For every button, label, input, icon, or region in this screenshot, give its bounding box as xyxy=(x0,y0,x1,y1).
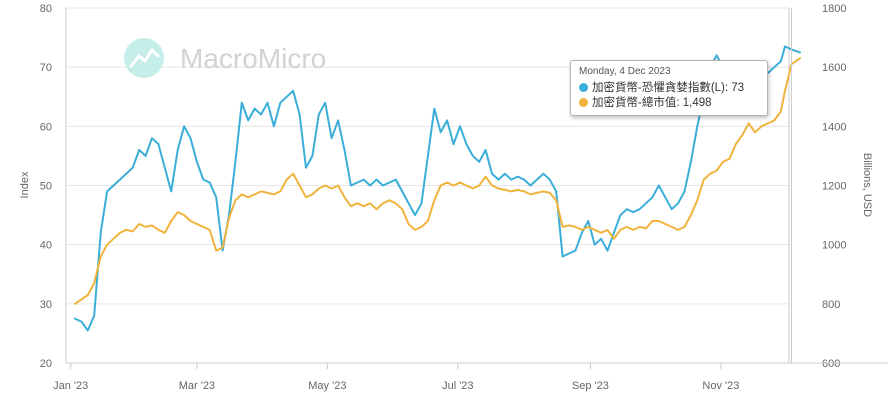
tooltip-date: Monday, 4 Dec 2023 xyxy=(579,66,671,77)
y-right-tick-label: 800 xyxy=(822,299,840,311)
x-tick-label: Nov '23 xyxy=(702,380,739,392)
y-left-tick-label: 30 xyxy=(40,299,52,311)
gridlines xyxy=(66,7,789,364)
x-tick-label: Jul '23 xyxy=(442,380,473,392)
series-color-dot-icon xyxy=(579,83,588,92)
y-left-tick-label: 70 xyxy=(40,62,52,74)
axes: 20 30 40 50 60 70 80 600 800 1000 1200 1400 1600 1800… xyxy=(19,3,888,392)
x-tick-label: Sep '23 xyxy=(572,380,609,392)
watermark: MacroMicro xyxy=(124,38,326,78)
x-tick-label: May '23 xyxy=(308,380,346,392)
series-color-dot-icon xyxy=(579,98,588,107)
series xyxy=(74,45,801,332)
series-line-market-cap xyxy=(74,57,801,305)
y-right-tick-label: 1800 xyxy=(822,3,846,15)
y-left-axis-title: Index xyxy=(19,171,31,198)
tooltip-label: 加密貨幣-總市值: xyxy=(592,97,683,109)
y-right-tick-label: 1600 xyxy=(822,62,846,74)
tooltip: Monday, 4 Dec 2023 加密貨幣-恐懼貪婪指數(L): 73 加密… xyxy=(570,60,768,116)
y-left-tick-label: 60 xyxy=(40,121,52,133)
y-left-tick-label: 80 xyxy=(40,3,52,15)
y-right-tick-label: 1400 xyxy=(822,121,846,133)
x-tick-label: Mar '23 xyxy=(179,380,215,392)
watermark-text: MacroMicro xyxy=(180,43,326,74)
tooltip-label: 加密貨幣-恐懼貪婪指數(L): xyxy=(592,82,732,94)
tooltip-row-market-cap: 加密貨幣-總市值: 1,498 xyxy=(579,96,759,111)
y-right-axis-title: Billions, USD xyxy=(861,153,873,217)
series-line-fear-greed xyxy=(74,45,801,332)
y-right-tick-label: 600 xyxy=(822,358,840,370)
y-left-tick-label: 50 xyxy=(40,181,52,193)
tooltip-row-fear-greed: 加密貨幣-恐懼貪婪指數(L): 73 xyxy=(579,81,759,96)
macromicro-logo-icon xyxy=(124,38,164,78)
y-right-tick-label: 1200 xyxy=(822,181,846,193)
tooltip-value: 1,498 xyxy=(682,97,712,109)
x-tick-label: Jan '23 xyxy=(53,380,88,392)
y-left-tick-label: 20 xyxy=(40,358,52,370)
y-right-tick-label: 1000 xyxy=(822,240,846,252)
y-left-tick-label: 40 xyxy=(40,240,52,252)
tooltip-value: 73 xyxy=(731,82,745,94)
